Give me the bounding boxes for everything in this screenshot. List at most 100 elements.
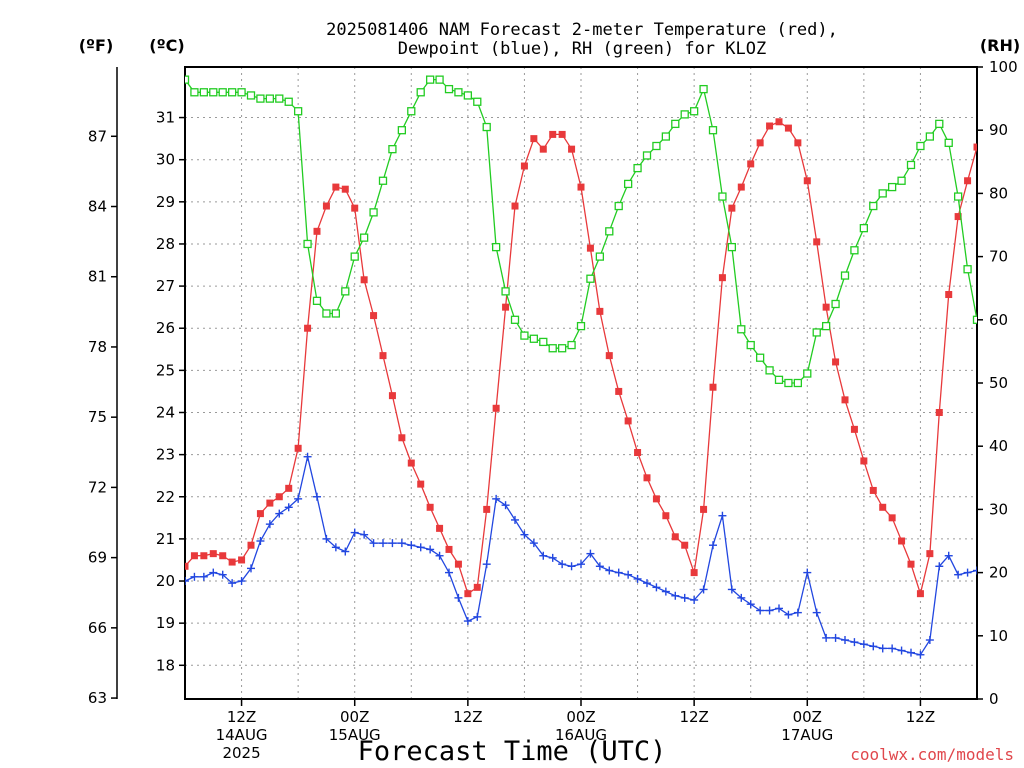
temperature-point <box>983 114 990 121</box>
dewpoint-point <box>661 587 670 596</box>
temperature-point <box>954 213 962 221</box>
celsius-tick-label: 30 <box>156 151 175 169</box>
dewpoint-point <box>935 562 944 571</box>
temperature-point <box>577 183 585 191</box>
celsius-tick-label: 26 <box>156 319 175 337</box>
dewpoint-point <box>718 511 727 520</box>
temperature-point <box>935 408 943 416</box>
fahrenheit-tick-label: 78 <box>88 338 107 356</box>
celsius-tick-label: 24 <box>156 403 175 421</box>
temperature-point <box>185 562 189 570</box>
temperature-point <box>370 312 378 320</box>
temperature-point <box>539 145 547 153</box>
dewpoint-point <box>247 564 255 573</box>
temperature-line <box>185 121 977 597</box>
dewpoint-point <box>878 644 887 653</box>
rh-point <box>388 145 397 154</box>
dewpoint-point <box>765 606 774 615</box>
rh-point <box>935 119 944 129</box>
dewpoint-point <box>605 566 614 575</box>
dewpoint-point <box>463 617 472 626</box>
dewpoint-point <box>595 562 604 571</box>
dewpoint-point <box>190 572 199 581</box>
temperature-point <box>803 177 811 185</box>
rh-point <box>491 242 501 252</box>
temperature-point <box>832 358 840 366</box>
rh-point <box>642 151 652 160</box>
temperature-point <box>398 434 406 442</box>
temperature-point <box>879 503 887 511</box>
rh-point <box>661 132 671 141</box>
x-tick-label: 12Z <box>906 708 935 726</box>
rh-tick-label: 50 <box>989 374 1008 392</box>
dewpoint-point <box>322 534 331 543</box>
dewpoint-point <box>577 560 585 569</box>
temperature-point <box>662 512 670 520</box>
dewpoint-point <box>822 633 831 642</box>
rh-point <box>218 88 227 97</box>
temperature-point <box>360 276 368 284</box>
celsius-tick-label: 18 <box>156 656 175 674</box>
temperature-point <box>784 124 792 132</box>
rh-tick-label: 20 <box>989 564 1008 582</box>
dewpoint-point <box>482 560 491 569</box>
celsius-tick-label: 22 <box>156 488 175 506</box>
dewpoint-point <box>256 537 265 545</box>
rh-point <box>473 97 482 106</box>
dewpoint-point <box>511 515 519 524</box>
dewpoint-point <box>624 570 633 579</box>
fahrenheit-tick-label: 84 <box>88 198 107 216</box>
rh-point <box>341 287 350 296</box>
axes: 18 19 20 21 22 23 24 25 26 27 28 29 30 31 63 66 69 72 75 78… <box>88 58 1018 762</box>
temperature-point <box>219 552 227 560</box>
dewpoint-point <box>473 612 482 621</box>
dewpoint-point <box>445 568 453 577</box>
series-rh <box>185 75 977 388</box>
dewpoint-point <box>492 494 501 503</box>
dewpoint-point <box>680 593 689 602</box>
temperature-point <box>652 495 660 503</box>
dewpoint-point <box>539 551 548 560</box>
temperature-point <box>256 510 264 518</box>
chart-title-line2: Dewpoint (blue), RH (green) for KLOZ <box>398 39 766 59</box>
rh-point <box>482 122 491 132</box>
temperature-point <box>643 474 651 482</box>
dewpoint-point <box>963 568 972 577</box>
x-tick-label: 15AUG <box>329 726 381 744</box>
rh-point <box>265 94 275 103</box>
dewpoint-point <box>925 636 934 645</box>
rh-point <box>897 176 906 185</box>
rh-point <box>755 353 765 362</box>
dewpoint-point <box>737 593 746 602</box>
dewpoint-point <box>454 593 463 602</box>
temperature-point <box>756 139 764 147</box>
temperature-point <box>586 244 594 252</box>
temperature-point <box>850 425 858 433</box>
rh-point <box>595 252 605 261</box>
temperature-point <box>200 552 208 560</box>
dewpoint-point <box>520 530 529 539</box>
rh-point <box>850 246 859 255</box>
fahrenheit-unit-label: (ºF) <box>79 36 114 55</box>
rh-point <box>671 119 680 129</box>
rh-point <box>576 321 586 331</box>
rh-point <box>614 201 623 211</box>
dewpoint-point <box>426 545 435 554</box>
temperature-point <box>388 392 396 400</box>
rh-point <box>529 334 539 343</box>
x-tick-label: 00Z <box>793 708 822 726</box>
rh-point <box>953 192 963 201</box>
dewpoint-point <box>397 539 406 548</box>
temperature-point <box>728 204 736 212</box>
dewpoint-point <box>435 551 444 560</box>
temperature-point <box>926 550 934 558</box>
temperature-point <box>615 387 623 395</box>
dewpoint-point <box>228 579 237 588</box>
rh-point <box>972 315 977 324</box>
rh-tick-label: 0 <box>989 690 999 708</box>
dewpoint-point <box>209 568 218 577</box>
rh-point <box>557 344 567 353</box>
celsius-unit-label: (ºC) <box>149 36 184 55</box>
temperature-point <box>747 160 755 168</box>
temperature-point <box>190 552 198 560</box>
